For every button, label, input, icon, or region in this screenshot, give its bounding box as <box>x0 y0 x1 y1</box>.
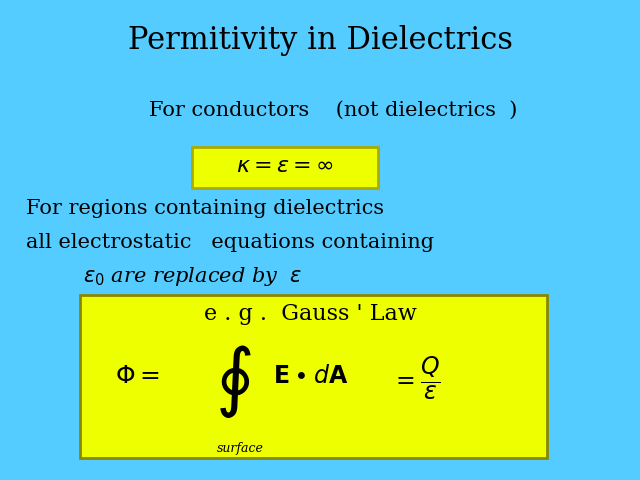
Text: $\kappa = \varepsilon = \infty$: $\kappa = \varepsilon = \infty$ <box>236 155 333 177</box>
Text: For regions containing dielectrics: For regions containing dielectrics <box>26 199 384 218</box>
Text: $\Phi = $: $\Phi = $ <box>115 365 160 388</box>
Text: $\varepsilon_0$ are replaced by  $\varepsilon$: $\varepsilon_0$ are replaced by $\vareps… <box>83 264 302 288</box>
Text: all electrostatic   equations containing: all electrostatic equations containing <box>26 233 434 252</box>
Text: For conductors    (not dielectrics  ): For conductors (not dielectrics ) <box>148 101 517 120</box>
Text: $= \dfrac{Q}{\varepsilon}$: $= \dfrac{Q}{\varepsilon}$ <box>391 356 441 402</box>
FancyBboxPatch shape <box>192 147 378 188</box>
Text: e . g .  Gauss ' Law: e . g . Gauss ' Law <box>204 303 417 325</box>
Text: surface: surface <box>216 442 264 456</box>
Text: Permitivity in Dielectrics: Permitivity in Dielectrics <box>127 25 513 56</box>
FancyBboxPatch shape <box>80 295 547 458</box>
Text: $\oint$: $\oint$ <box>215 343 252 420</box>
Text: $\mathbf{E} \bullet d\mathbf{A}$: $\mathbf{E} \bullet d\mathbf{A}$ <box>273 365 348 388</box>
